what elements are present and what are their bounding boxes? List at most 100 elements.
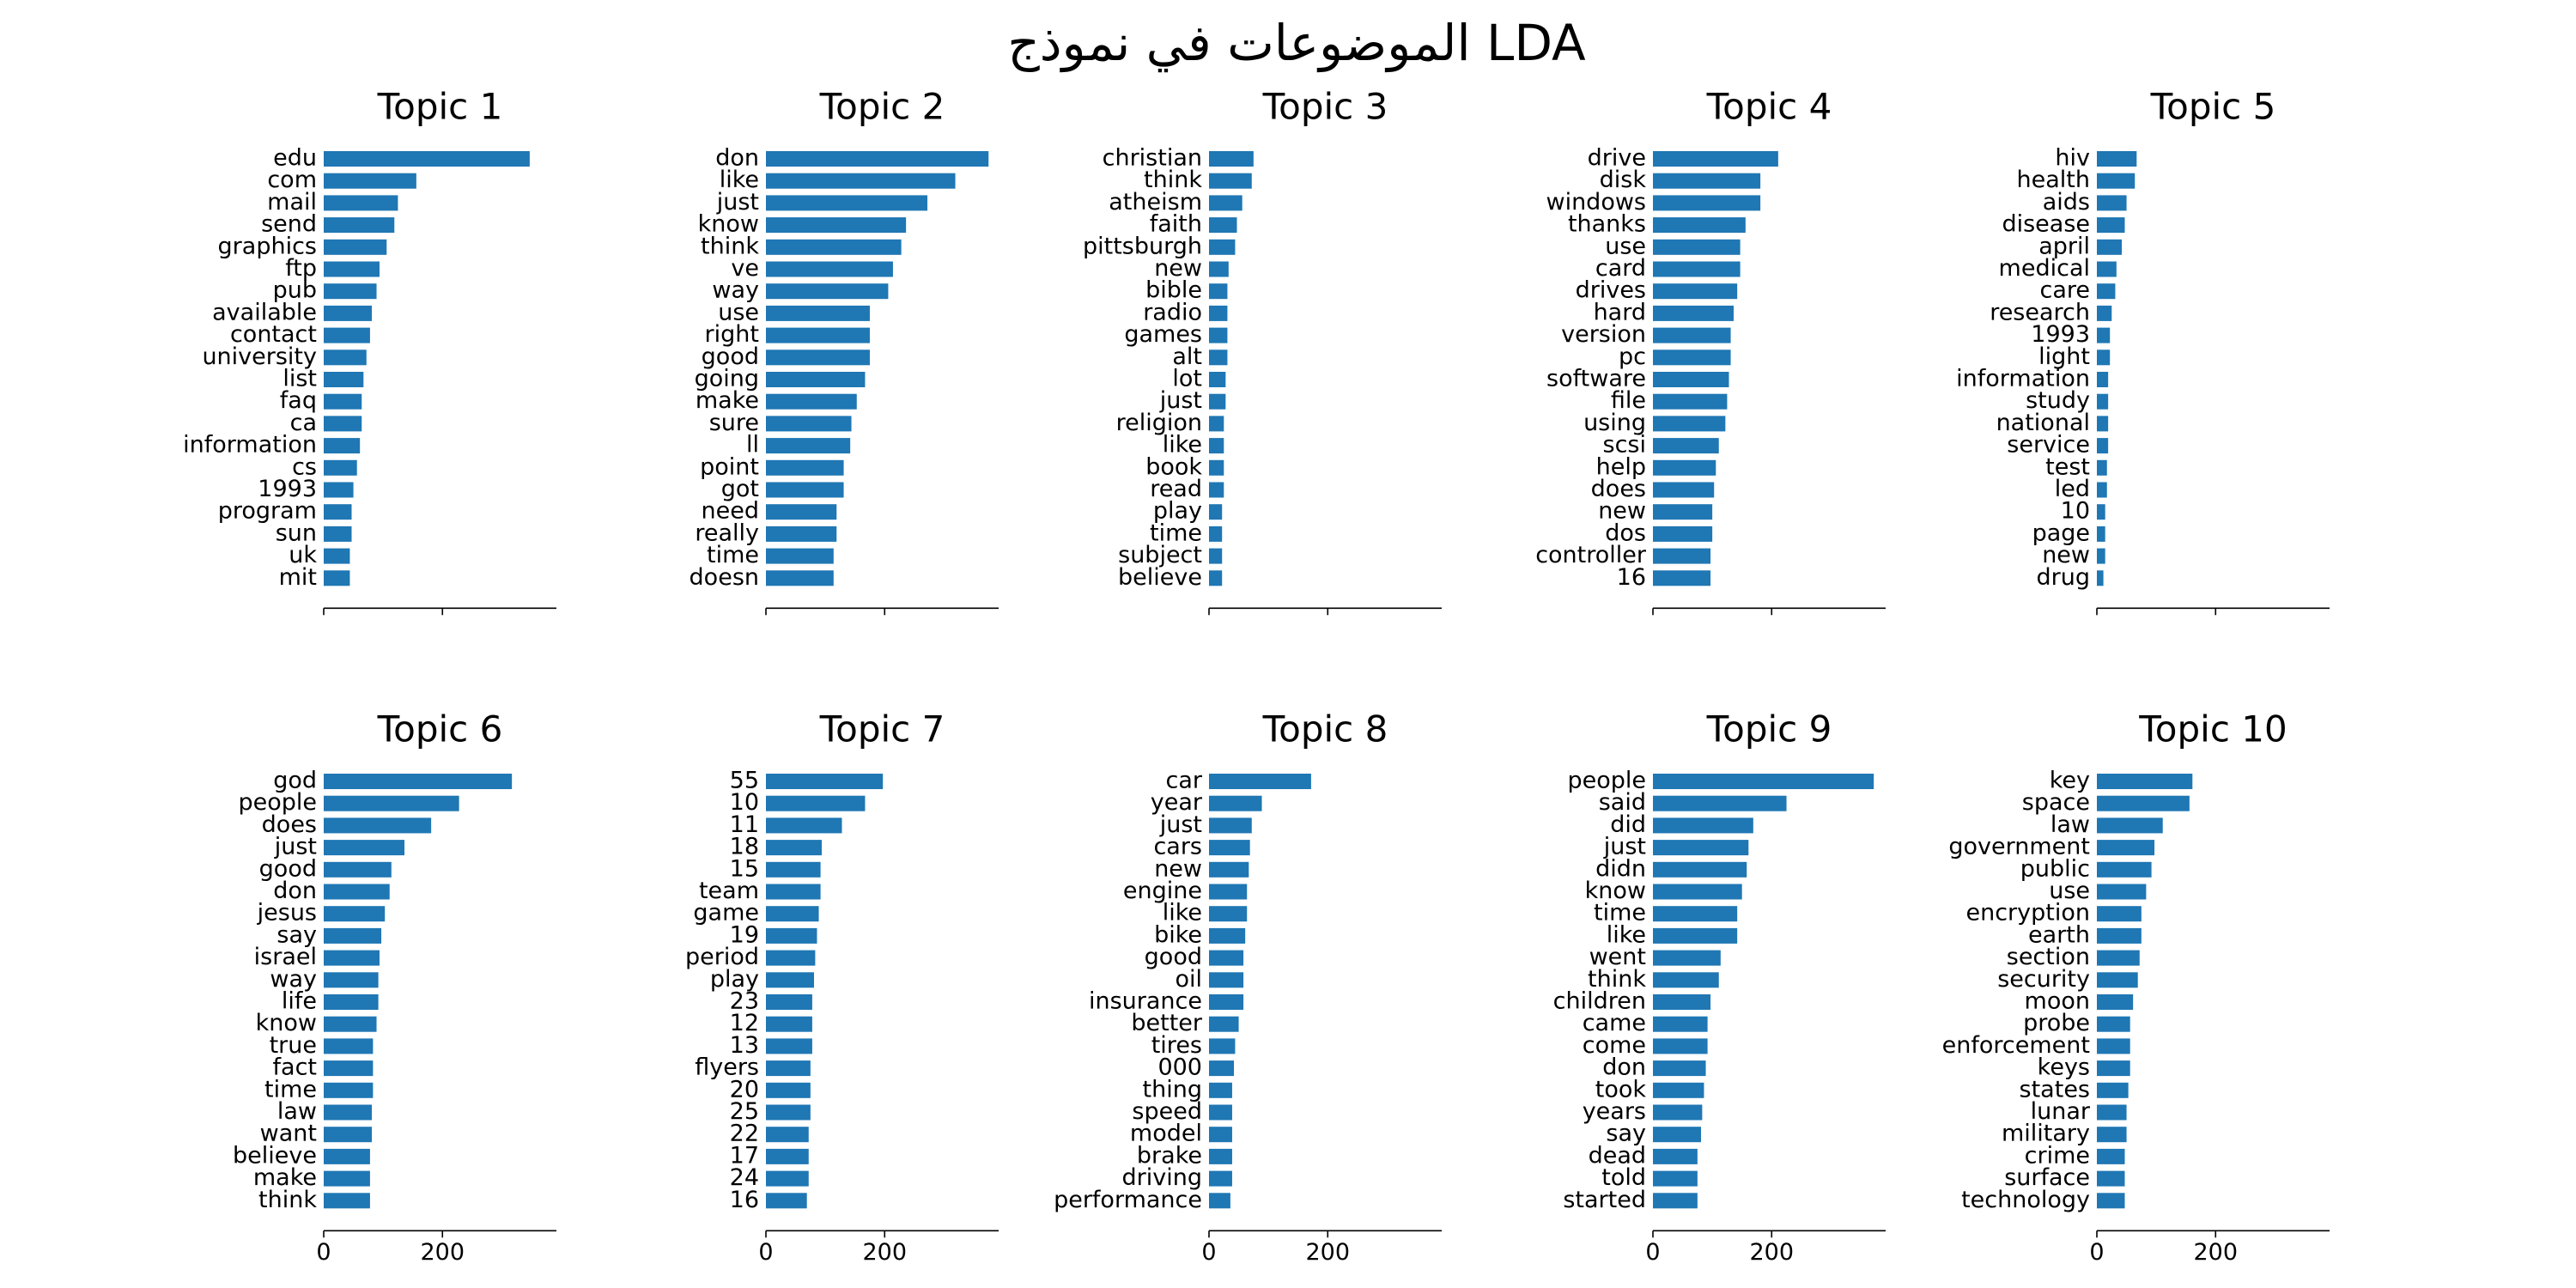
bar <box>766 1016 812 1032</box>
bar <box>1653 372 1729 387</box>
bar <box>1209 327 1228 343</box>
y-tick-label: going <box>695 366 759 392</box>
figure-title: الموضوعات في نموذج LDA <box>1007 14 1586 73</box>
y-tick-label: edu <box>273 145 317 172</box>
bar <box>1653 861 1747 878</box>
y-tick-label: information <box>183 432 317 459</box>
bar <box>766 1148 809 1164</box>
bar <box>1653 526 1713 542</box>
y-tick-label: know <box>1585 878 1646 904</box>
y-tick-label: come <box>1583 1032 1646 1059</box>
bar <box>1653 283 1738 300</box>
bar <box>2097 1148 2125 1164</box>
bar <box>1209 1104 1232 1121</box>
bar <box>1209 774 1311 789</box>
bar <box>766 1082 811 1098</box>
bar <box>1209 349 1228 366</box>
bar <box>1209 173 1252 189</box>
y-tick-label: ve <box>731 255 759 282</box>
bar <box>1653 795 1787 811</box>
y-tick-label: make <box>696 387 759 414</box>
y-tick-label: know <box>698 211 759 238</box>
bar <box>1653 459 1716 476</box>
y-tick-label: health <box>2017 167 2090 193</box>
bar <box>2097 884 2147 900</box>
y-tick-label: graphics <box>218 233 317 259</box>
y-tick-label: disk <box>1600 167 1647 193</box>
y-tick-label: section <box>2007 944 2090 970</box>
bar <box>1653 927 1738 944</box>
y-tick-label: disease <box>2002 211 2090 238</box>
bar <box>324 283 377 300</box>
bar <box>2097 840 2155 856</box>
y-tick-label: insurance <box>1089 988 1202 1015</box>
subplot-title: Topic 3 <box>1262 86 1388 128</box>
y-tick-label: thing <box>1143 1076 1202 1103</box>
y-tick-label: does <box>1591 476 1646 502</box>
y-tick-label: year <box>1151 789 1203 816</box>
y-tick-label: just <box>1603 834 1646 860</box>
bar <box>324 393 362 410</box>
y-tick-label: uk <box>289 542 317 568</box>
bar <box>324 459 357 476</box>
y-tick-label: want <box>260 1121 317 1147</box>
y-tick-label: care <box>2039 277 2090 304</box>
y-tick-label: card <box>1595 255 1646 282</box>
y-tick-label: just <box>716 189 759 216</box>
y-tick-label: april <box>2038 233 2090 259</box>
y-tick-label: right <box>705 321 759 348</box>
y-tick-label: key <box>2050 768 2090 794</box>
y-tick-label: new <box>2042 542 2090 568</box>
bar <box>324 1104 372 1121</box>
y-tick-label: got <box>721 476 759 502</box>
y-tick-label: tires <box>1151 1032 1202 1059</box>
bar <box>2097 1060 2130 1077</box>
bar <box>1209 1127 1232 1143</box>
x-tick-label: 200 <box>862 1239 907 1266</box>
y-tick-label: said <box>1599 789 1646 816</box>
y-tick-label: 22 <box>730 1121 759 1147</box>
y-tick-label: think <box>258 1187 317 1213</box>
bar <box>766 327 870 343</box>
bar <box>2097 438 2109 454</box>
y-tick-label: doesn <box>690 564 759 591</box>
y-tick-label: like <box>1163 900 1202 927</box>
bar <box>1209 861 1249 878</box>
bar <box>324 861 392 878</box>
y-tick-label: brake <box>1137 1142 1202 1169</box>
y-tick-label: way <box>270 966 317 993</box>
bar <box>766 438 851 454</box>
y-tick-label: list <box>283 366 317 392</box>
y-tick-label: new <box>1154 855 1202 882</box>
y-tick-label: technology <box>1961 1187 2090 1213</box>
x-tick-label: 0 <box>2089 1239 2104 1266</box>
bar <box>1653 261 1741 277</box>
bar <box>2097 504 2105 520</box>
y-tick-label: atheism <box>1109 189 1202 216</box>
y-tick-label: children <box>1553 988 1646 1015</box>
y-tick-label: way <box>712 277 759 304</box>
y-tick-label: keys <box>2038 1054 2090 1081</box>
y-tick-label: use <box>718 299 759 325</box>
bar <box>766 884 821 900</box>
y-tick-label: really <box>695 519 759 546</box>
bar <box>324 1060 374 1077</box>
y-tick-label: 55 <box>730 768 759 794</box>
bar <box>2097 459 2107 476</box>
bar <box>1209 1170 1232 1187</box>
y-tick-label: program <box>218 498 317 525</box>
y-tick-label: file <box>1611 387 1646 414</box>
bar <box>766 416 852 432</box>
y-tick-label: pc <box>1619 343 1646 370</box>
y-tick-label: public <box>2020 855 2090 882</box>
x-tick-label: 0 <box>316 1239 331 1266</box>
bar <box>2097 1082 2129 1098</box>
bar <box>766 1170 809 1187</box>
bar <box>1653 1127 1701 1143</box>
y-tick-label: took <box>1595 1076 1647 1103</box>
y-tick-label: dead <box>1589 1142 1646 1169</box>
y-tick-label: time <box>1594 900 1646 927</box>
bar <box>1209 795 1262 811</box>
bar <box>1653 305 1735 321</box>
bar <box>1653 840 1749 856</box>
